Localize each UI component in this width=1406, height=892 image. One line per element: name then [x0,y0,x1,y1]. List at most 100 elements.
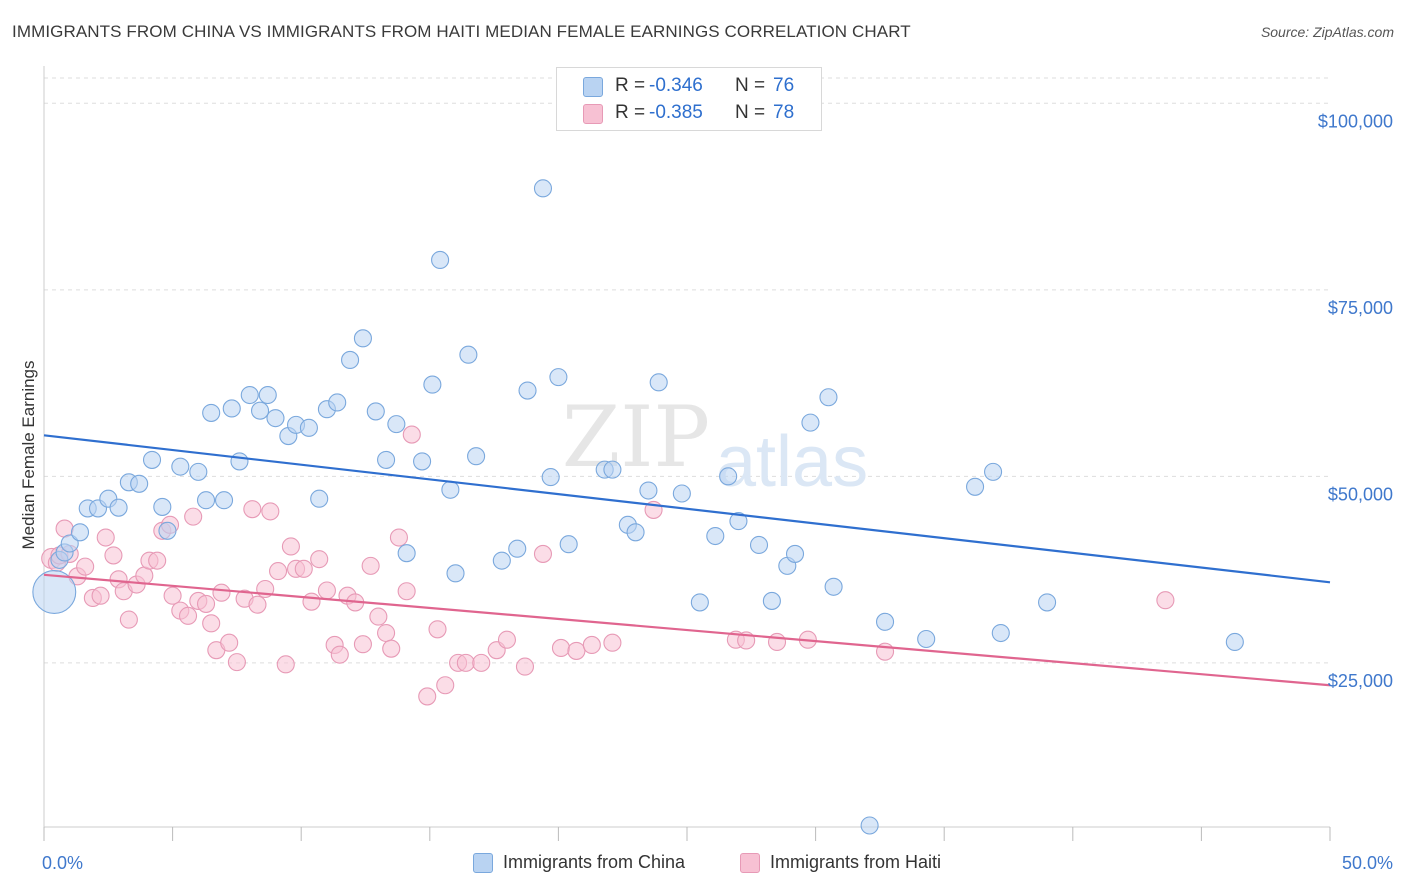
china-point [258,385,277,405]
china-legend-swatch [473,853,493,873]
china-point [423,375,442,394]
haiti-point [104,546,123,565]
china-trend-line [43,434,1331,584]
haiti-point [330,645,349,664]
haiti-point [269,562,288,581]
china-n-value: 76 [773,75,795,96]
china-point [202,403,221,422]
haiti-point [184,507,203,526]
haiti-point [294,559,313,578]
haiti-point [91,586,110,605]
haiti-n-label: N = [735,102,766,123]
china-point [801,413,820,432]
china-point [785,544,805,563]
chart-title: IMMIGRANTS FROM CHINA VS IMMIGRANTS FROM… [12,22,911,41]
china-point [266,409,285,428]
china-swatch [583,77,603,97]
china-point [441,480,460,499]
haiti-point [178,606,198,625]
haiti-point [582,635,601,655]
china-point [559,535,578,554]
y-tick-label: $50,000 [1328,484,1393,504]
china-legend-label: Immigrants from China [503,852,686,872]
china-point [626,523,645,542]
china-point [214,491,234,510]
china-point [387,415,406,434]
china-point [189,462,208,481]
china-point [824,577,843,596]
china-point [240,385,259,405]
haiti-point [202,614,221,633]
haiti-point [353,635,372,654]
china-point [142,450,162,469]
china-point [706,526,725,546]
china-point [130,474,149,493]
china-n-label: N = [735,75,766,96]
china-points [32,179,1244,835]
china-point [230,452,249,471]
china-point [690,593,709,612]
haiti-trend-line [43,573,1331,687]
china-point [413,452,432,471]
china-point [60,534,79,553]
haiti-point [767,632,787,652]
china-point [109,498,128,517]
china-point [966,477,985,496]
china-point [1038,593,1057,612]
haiti-point [497,630,517,649]
china-point [762,591,781,610]
haiti-point [369,607,388,626]
china-point [991,623,1010,643]
china-point [917,629,936,649]
china-point [32,570,77,614]
haiti-point [515,657,535,676]
x-tick-label: 0.0% [42,853,83,873]
haiti-point [603,633,622,652]
haiti-point [377,623,396,643]
china-point [672,484,691,503]
china-point [70,523,90,542]
china-point [492,551,511,570]
haiti-point [148,551,167,570]
china-point [171,457,190,476]
china-point [446,564,465,583]
haiti-point [317,581,336,600]
haiti-point [361,556,380,575]
china-point [875,612,895,631]
china-point [353,329,372,348]
haiti-point [389,528,408,547]
source-credit: Source: ZipAtlas.com [1260,24,1394,40]
china-point [603,460,622,479]
china-r-value: -0.346 [649,75,703,96]
watermark-atlas: atlas [716,422,868,502]
haiti-point [418,687,437,706]
haiti-point [456,653,475,672]
china-point [196,491,216,510]
china-point [749,535,769,555]
china-point [984,462,1003,481]
china-point [860,816,879,835]
china-point [158,521,177,540]
haiti-point [212,583,231,602]
china-point [639,481,658,500]
y-axis-label: Median Female Earnings [19,361,38,550]
axes [43,66,1331,841]
china-point [310,489,329,508]
china-point [719,467,738,486]
china-point [250,401,270,420]
haiti-point [243,500,262,519]
china-point [508,539,527,558]
haiti-point [472,653,491,672]
y-tick-label: $100,000 [1318,111,1393,131]
haiti-points [41,425,1175,706]
correlation-legend: R = -0.346 N = 76 R = -0.385 N = 78 [556,67,822,131]
haiti-point [119,610,138,629]
haiti-legend-label: Immigrants from Haiti [770,852,942,872]
haiti-point [96,528,115,547]
haiti-point [220,633,239,652]
china-point [397,544,416,563]
haiti-point [248,595,267,614]
tick-labels: $25,000 $50,000 $75,000 $100,000 0.0% 50.0% [42,111,1393,873]
haiti-point [302,592,321,611]
